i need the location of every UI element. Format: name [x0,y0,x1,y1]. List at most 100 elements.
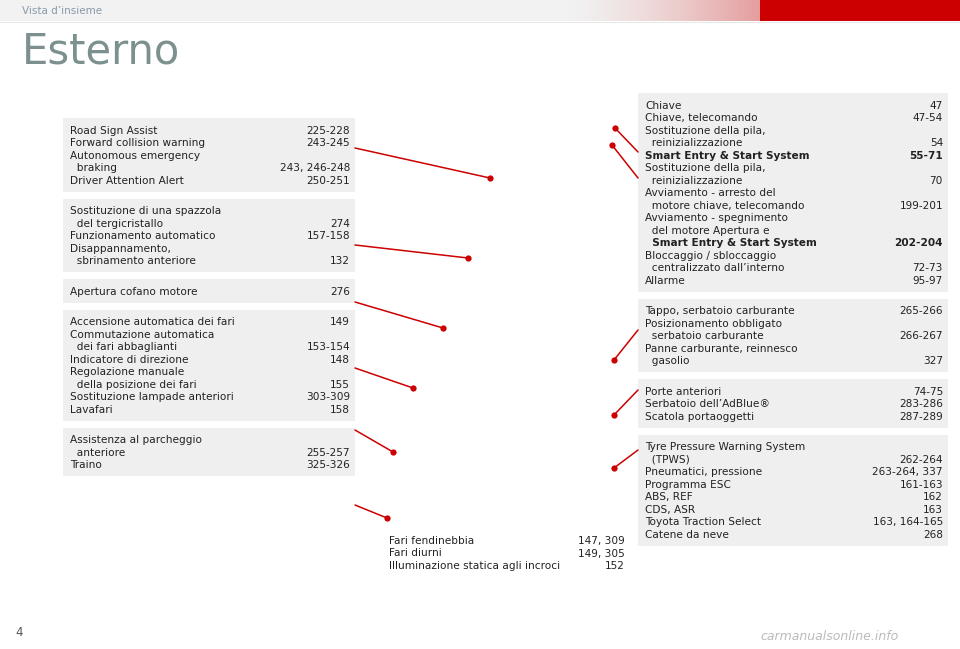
FancyBboxPatch shape [814,0,816,21]
Text: ABS, REF: ABS, REF [645,492,693,502]
FancyBboxPatch shape [744,0,746,21]
FancyBboxPatch shape [852,0,854,21]
FancyBboxPatch shape [792,0,794,21]
FancyBboxPatch shape [712,0,714,21]
FancyBboxPatch shape [754,0,756,21]
Text: Disappannamento,: Disappannamento, [70,243,171,254]
Text: 263-264, 337: 263-264, 337 [873,467,943,477]
FancyBboxPatch shape [708,0,710,21]
FancyBboxPatch shape [638,379,948,428]
FancyBboxPatch shape [844,0,846,21]
Text: Scatola portaoggetti: Scatola portaoggetti [645,411,755,422]
FancyBboxPatch shape [798,0,800,21]
Text: 149, 305: 149, 305 [578,548,625,559]
Text: 74-75: 74-75 [913,387,943,397]
Text: 162: 162 [924,492,943,502]
Text: 157-158: 157-158 [306,231,350,241]
FancyBboxPatch shape [936,0,938,21]
FancyBboxPatch shape [762,0,764,21]
Text: Sostituzione della pila,: Sostituzione della pila, [645,126,765,136]
Text: Avviamento - spegnimento: Avviamento - spegnimento [645,213,788,223]
Text: Pneumatici, pressione: Pneumatici, pressione [645,467,762,477]
FancyBboxPatch shape [924,0,926,21]
Text: Lavafari: Lavafari [70,404,112,415]
Text: 155: 155 [330,380,350,389]
Text: Serbatoio dell’AdBlue®: Serbatoio dell’AdBlue® [645,399,770,409]
FancyBboxPatch shape [638,0,640,21]
FancyBboxPatch shape [842,0,844,21]
Text: Tappo, serbatoio carburante: Tappo, serbatoio carburante [645,306,795,316]
FancyBboxPatch shape [692,0,694,21]
FancyBboxPatch shape [638,434,948,546]
FancyBboxPatch shape [684,0,686,21]
FancyBboxPatch shape [796,0,798,21]
FancyBboxPatch shape [828,0,830,21]
FancyBboxPatch shape [824,0,826,21]
Text: 148: 148 [330,354,350,365]
FancyBboxPatch shape [63,310,355,421]
Text: Sostituzione di una spazzola: Sostituzione di una spazzola [70,206,221,216]
Text: sbrinamento anteriore: sbrinamento anteriore [70,256,196,266]
FancyBboxPatch shape [756,0,758,21]
FancyBboxPatch shape [758,0,760,21]
Text: Regolazione manuale: Regolazione manuale [70,367,184,377]
Text: 163, 164-165: 163, 164-165 [873,517,943,527]
FancyBboxPatch shape [676,0,678,21]
FancyBboxPatch shape [726,0,728,21]
FancyBboxPatch shape [63,199,355,272]
FancyBboxPatch shape [800,0,802,21]
Text: 274: 274 [330,219,350,228]
Text: 55-71: 55-71 [909,151,943,160]
FancyBboxPatch shape [874,0,876,21]
FancyBboxPatch shape [630,0,632,21]
FancyBboxPatch shape [702,0,704,21]
FancyBboxPatch shape [752,0,754,21]
FancyBboxPatch shape [950,0,952,21]
FancyBboxPatch shape [634,0,636,21]
FancyBboxPatch shape [622,0,624,21]
FancyBboxPatch shape [802,0,804,21]
FancyBboxPatch shape [886,0,888,21]
Text: Programma ESC: Programma ESC [645,480,731,489]
Text: 199-201: 199-201 [900,201,943,211]
FancyBboxPatch shape [878,0,880,21]
FancyBboxPatch shape [808,0,810,21]
Text: 163: 163 [923,505,943,515]
FancyBboxPatch shape [770,0,772,21]
Text: centralizzato dall’interno: centralizzato dall’interno [645,263,784,273]
Text: 225-228: 225-228 [306,126,350,136]
FancyBboxPatch shape [922,0,924,21]
Text: braking: braking [70,163,117,173]
FancyBboxPatch shape [710,0,712,21]
Text: 262-264: 262-264 [900,455,943,465]
FancyBboxPatch shape [904,0,906,21]
FancyBboxPatch shape [720,0,722,21]
FancyBboxPatch shape [646,0,648,21]
Text: reinizializzazione: reinizializzazione [645,176,742,186]
FancyBboxPatch shape [764,0,766,21]
Text: Catene da neve: Catene da neve [645,530,729,539]
FancyBboxPatch shape [632,0,634,21]
FancyBboxPatch shape [804,0,806,21]
FancyBboxPatch shape [832,0,834,21]
Text: Commutazione automatica: Commutazione automatica [70,330,214,339]
Text: 47-54: 47-54 [913,113,943,123]
Text: 276: 276 [330,287,350,297]
FancyBboxPatch shape [830,0,832,21]
FancyBboxPatch shape [644,0,646,21]
FancyBboxPatch shape [934,0,936,21]
Text: 47: 47 [929,101,943,110]
FancyBboxPatch shape [776,0,778,21]
Text: anteriore: anteriore [70,448,125,458]
FancyBboxPatch shape [894,0,896,21]
Text: 149: 149 [330,317,350,327]
FancyBboxPatch shape [914,0,916,21]
FancyBboxPatch shape [866,0,868,21]
Text: 268: 268 [923,530,943,539]
Text: Illuminazione statica agli incroci: Illuminazione statica agli incroci [389,561,560,571]
Text: Forward collision warning: Forward collision warning [70,138,205,148]
FancyBboxPatch shape [826,0,828,21]
FancyBboxPatch shape [790,0,792,21]
FancyBboxPatch shape [952,0,954,21]
FancyBboxPatch shape [746,0,748,21]
